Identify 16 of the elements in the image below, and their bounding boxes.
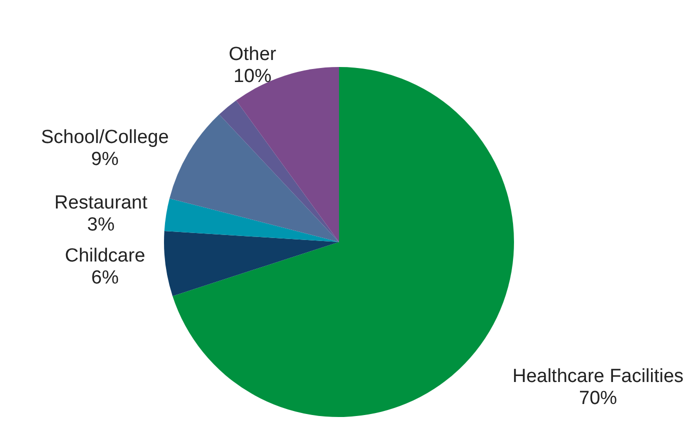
data-label: 70% — [579, 388, 618, 409]
slice-label: Childcare — [64, 245, 146, 266]
pie-slice — [172, 67, 514, 417]
pie-slice — [170, 114, 339, 242]
data-label: 3% — [87, 214, 115, 236]
data-label: 9% — [91, 148, 119, 170]
data-label: 10% — [234, 66, 272, 88]
pie-slice — [164, 198, 339, 242]
slice-label: Restaurant — [54, 192, 148, 214]
slice-label: School/College — [40, 126, 169, 148]
data-label: 6% — [91, 267, 119, 288]
pie-slice — [164, 231, 339, 296]
pie-slice — [236, 67, 339, 242]
slice-label: Healthcare Facilities — [512, 366, 684, 387]
slice-label: Other — [228, 44, 277, 66]
pie-slice — [219, 100, 339, 242]
